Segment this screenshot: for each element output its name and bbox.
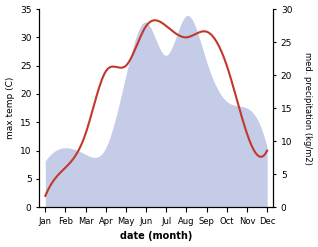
X-axis label: date (month): date (month) bbox=[120, 231, 192, 242]
Y-axis label: med. precipitation (kg/m2): med. precipitation (kg/m2) bbox=[303, 52, 313, 165]
Y-axis label: max temp (C): max temp (C) bbox=[5, 77, 15, 139]
